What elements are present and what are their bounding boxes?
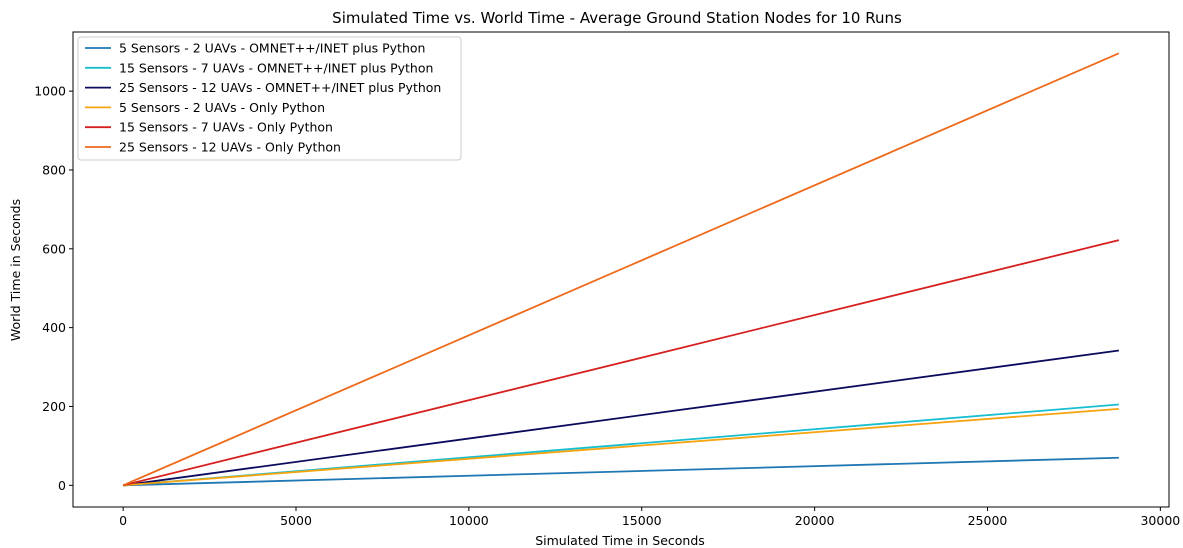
x-tick-label: 10000 — [449, 513, 489, 528]
legend-label: 15 Sensors - 7 UAVs - Only Python — [119, 120, 333, 135]
legend-label: 5 Sensors - 2 UAVs - OMNET++/INET plus P… — [119, 41, 425, 56]
x-tick-label: 25000 — [968, 513, 1008, 528]
y-tick-label: 800 — [42, 162, 66, 177]
legend-label: 5 Sensors - 2 UAVs - Only Python — [119, 100, 325, 115]
x-axis: 0 5000 10000 15000 20000 25000 30000 — [119, 507, 1180, 528]
y-axis-label: World Time in Seconds — [8, 199, 23, 341]
series-line-4 — [123, 407, 1119, 487]
legend-box — [77, 36, 462, 161]
series-lines — [122, 52, 1120, 487]
legend: 5 Sensors - 2 UAVs - OMNET++/INET plus P… — [77, 36, 462, 161]
legend-label: 25 Sensors - 12 UAVs - Only Python — [119, 140, 341, 155]
series-line-5 — [122, 239, 1120, 487]
x-tick-label: 20000 — [795, 513, 835, 528]
x-axis-label: Simulated Time in Seconds — [535, 533, 705, 548]
series-line-3 — [123, 349, 1119, 487]
y-tick-label: 1000 — [34, 84, 66, 99]
legend-label: 25 Sensors - 12 UAVs - OMNET++/INET plus… — [119, 80, 441, 95]
series-line-6 — [122, 52, 1120, 487]
y-tick-label: 400 — [42, 320, 66, 335]
plot-area — [72, 31, 1170, 508]
x-tick-label: 5000 — [280, 513, 312, 528]
x-tick-label: 0 — [119, 513, 127, 528]
y-axis: 0 200 400 600 800 1000 — [34, 84, 73, 493]
legend-label: 15 Sensors - 7 UAVs - OMNET++/INET plus … — [119, 60, 433, 75]
y-tick-label: 200 — [42, 399, 66, 414]
y-tick-label: 600 — [42, 241, 66, 256]
series-line-1 — [123, 456, 1119, 487]
x-tick-label: 15000 — [622, 513, 662, 528]
chart-title: Simulated Time vs. World Time - Average … — [332, 9, 902, 27]
y-tick-label: 0 — [58, 478, 66, 493]
x-tick-label: 30000 — [1140, 513, 1180, 528]
